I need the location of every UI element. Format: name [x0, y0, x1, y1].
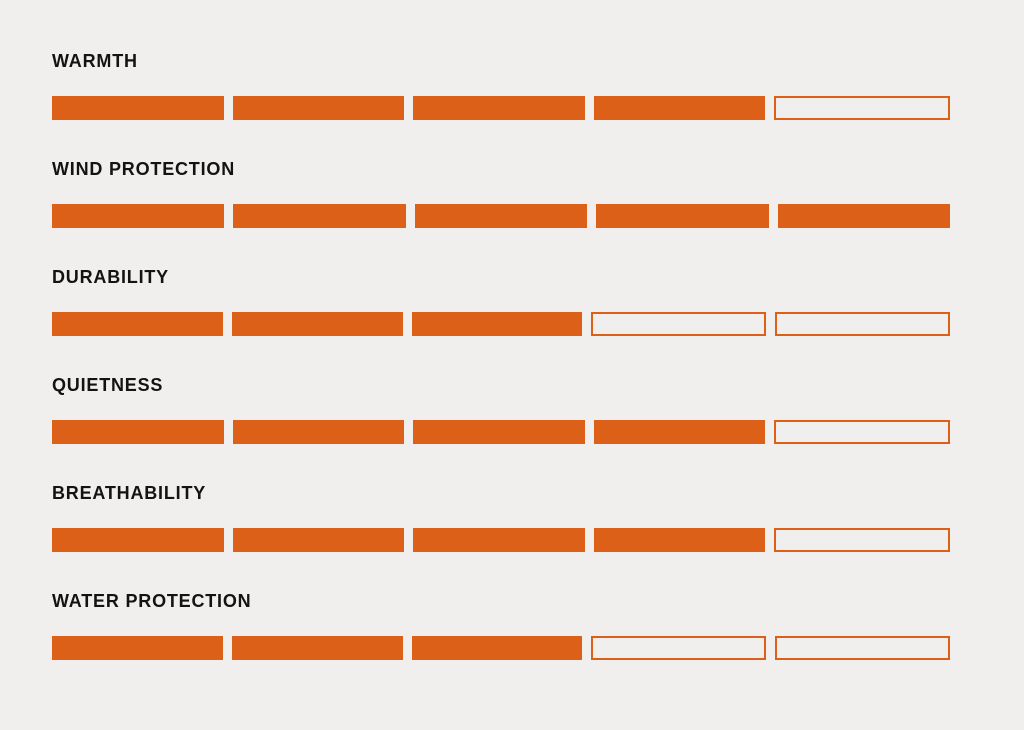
rating-segment-filled	[52, 420, 224, 444]
rating-segment-filled	[231, 312, 403, 336]
rating-segment-filled	[411, 636, 583, 660]
rating-row: WIND PROTECTION	[52, 159, 951, 228]
rating-segment-empty	[591, 636, 767, 660]
rating-segment-filled	[593, 96, 766, 120]
rating-segment-empty	[591, 312, 767, 336]
rating-segment-empty	[775, 312, 950, 336]
rating-row: WARMTH	[52, 52, 950, 120]
rating-bar-track	[52, 636, 950, 660]
rating-bar-track	[52, 96, 950, 120]
rating-segment-filled	[593, 420, 766, 444]
rating-segment-filled	[52, 204, 225, 228]
rating-bar-track	[52, 312, 950, 336]
rating-row: DURABILITY	[52, 268, 950, 336]
rating-label: WARMTH	[52, 51, 138, 71]
rating-segment-filled	[596, 204, 769, 228]
rating-segment-empty	[774, 528, 950, 552]
rating-label: WIND PROTECTION	[52, 159, 235, 179]
rating-row: BREATHABILITY	[52, 484, 950, 552]
rating-label: QUIETNESS	[52, 375, 164, 395]
rating-bar-track	[52, 528, 950, 552]
rating-segment-filled	[411, 312, 583, 336]
rating-bar-track	[52, 420, 950, 444]
rating-segment-filled	[777, 204, 951, 228]
ratings-chart: WARMTH WIND PROTECTION DURABILITY QUIETNESS…	[52, 52, 951, 700]
rating-segment-filled	[233, 204, 406, 228]
rating-row: WATER PROTECTION	[52, 592, 950, 660]
rating-segment-empty	[774, 96, 950, 120]
rating-bar-track	[52, 204, 951, 228]
rating-segment-filled	[52, 312, 223, 336]
rating-segment-empty	[774, 420, 950, 444]
rating-label: BREATHABILITY	[52, 483, 207, 503]
rating-segment-filled	[232, 420, 405, 444]
rating-segment-filled	[413, 96, 585, 120]
rating-segment-filled	[52, 528, 224, 552]
rating-segment-filled	[413, 420, 585, 444]
rating-segment-filled	[52, 96, 224, 120]
rating-label: WATER PROTECTION	[52, 591, 252, 611]
rating-segment-empty	[775, 636, 950, 660]
rating-segment-filled	[52, 636, 223, 660]
rating-segment-filled	[231, 636, 403, 660]
rating-segment-filled	[232, 96, 405, 120]
rating-segment-filled	[414, 204, 588, 228]
rating-segment-filled	[232, 528, 405, 552]
rating-label: DURABILITY	[52, 267, 169, 287]
rating-row: QUIETNESS	[52, 376, 950, 444]
rating-segment-filled	[413, 528, 585, 552]
rating-segment-filled	[593, 528, 766, 552]
